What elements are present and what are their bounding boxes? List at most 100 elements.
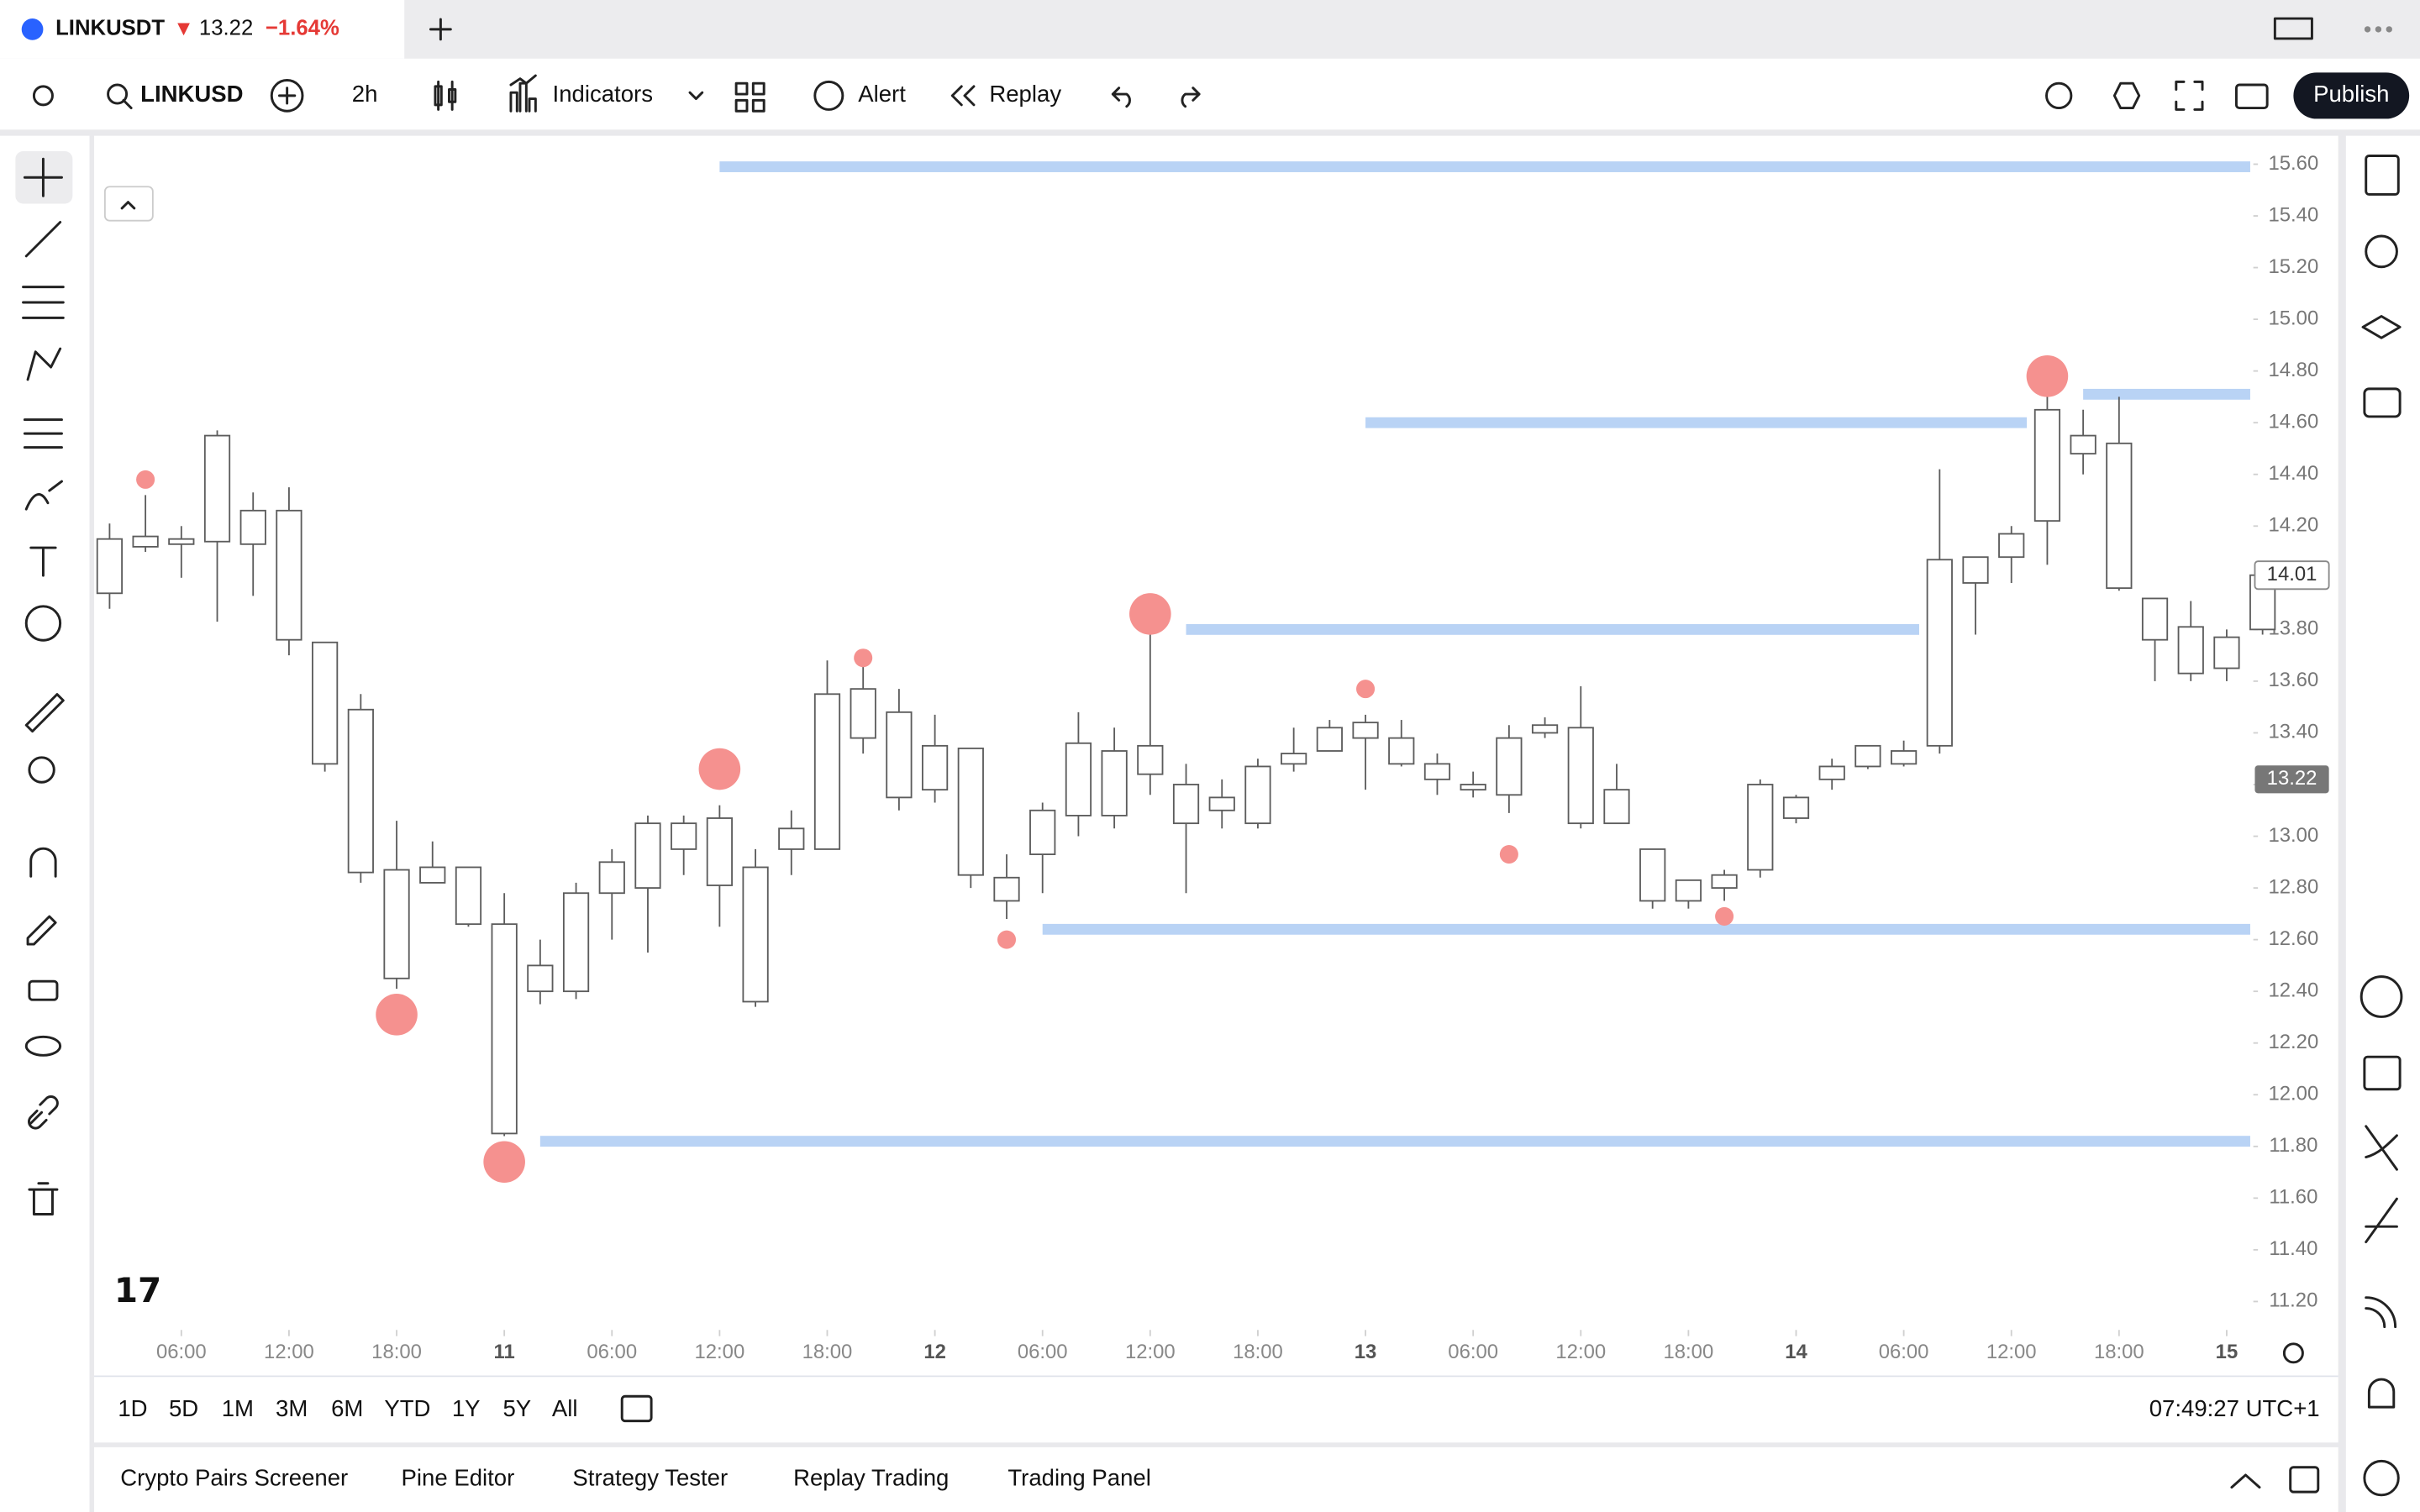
candle-body (347, 708, 374, 874)
candle-body (1531, 724, 1559, 734)
calendar[interactable] (2363, 1055, 2402, 1091)
signal-marker (483, 1141, 525, 1184)
y-tick-label: 13.00 (2269, 824, 2319, 847)
alerts[interactable] (2365, 234, 2398, 269)
snapshot[interactable] (2234, 83, 2269, 110)
candle-body (1854, 744, 1881, 768)
layers[interactable] (2361, 315, 2402, 339)
link-tool[interactable] (28, 1095, 59, 1130)
watchlist[interactable] (2365, 155, 2400, 196)
panel-tab[interactable]: Pine Editor (402, 1465, 515, 1491)
ideas[interactable] (2365, 1125, 2398, 1171)
candle-body (957, 747, 984, 876)
fullscreen[interactable] (2175, 80, 2204, 111)
lock-tool[interactable] (28, 979, 59, 1001)
panel-tab[interactable]: Strategy Tester (572, 1465, 728, 1491)
panel-tab[interactable]: Trading Panel (1007, 1465, 1151, 1491)
undo[interactable] (1111, 87, 1131, 108)
x-tick-label: 12:00 (1555, 1341, 1606, 1363)
pattern-tool[interactable] (26, 347, 62, 381)
magnet-tool[interactable] (29, 847, 57, 878)
y-tick-label: 14.60 (2269, 411, 2319, 433)
range-button[interactable]: 3M (276, 1395, 308, 1421)
help[interactable] (2363, 1459, 2400, 1497)
last-price-box (2254, 765, 2329, 794)
text-tool[interactable] (29, 546, 57, 577)
alert-button[interactable]: Alert (858, 81, 906, 107)
candle-body (886, 711, 913, 799)
signal-marker (136, 470, 155, 489)
range-button[interactable]: 1Y (452, 1395, 481, 1421)
alert-icon[interactable] (813, 80, 844, 111)
collapse-arrow (120, 201, 136, 210)
emoji-tool[interactable] (24, 605, 62, 642)
redo[interactable] (1181, 87, 1201, 108)
scripts[interactable] (2365, 1197, 2398, 1244)
replay-icon[interactable] (950, 85, 976, 107)
quick-search[interactable] (2045, 81, 2073, 110)
range-button[interactable]: 1M (222, 1395, 254, 1421)
templates-icon[interactable] (734, 81, 765, 113)
chats[interactable] (2363, 387, 2402, 418)
crosshair-price-box (2254, 560, 2330, 591)
panel-tab[interactable]: Replay Trading (793, 1465, 949, 1491)
candle-body (1639, 848, 1666, 902)
indicators-dropdown[interactable] (688, 91, 704, 101)
fib-tool[interactable] (22, 286, 65, 319)
tab-price: 13.22 (199, 17, 253, 40)
level-zone (539, 1136, 2250, 1147)
settings[interactable] (2112, 81, 2141, 110)
signal-marker (1129, 593, 1171, 635)
expand-panel[interactable] (2230, 1473, 2261, 1489)
search-icon[interactable] (107, 83, 129, 105)
crosshair-tool[interactable] (23, 157, 63, 197)
replay-button[interactable]: Replay (989, 81, 1061, 107)
indicators-button[interactable]: Indicators (553, 81, 653, 107)
range-button[interactable]: All (552, 1395, 578, 1421)
streams[interactable] (2365, 1296, 2397, 1329)
publish-button[interactable] (2293, 72, 2410, 119)
range-button[interactable]: YTD (384, 1395, 430, 1421)
interval[interactable]: 2h (352, 81, 378, 107)
right-sidebar (2345, 135, 2420, 1512)
y-tick-label: 11.80 (2269, 1134, 2317, 1157)
indicators-icon[interactable] (509, 74, 537, 113)
layout-icon[interactable] (2273, 17, 2313, 40)
zoom-tool[interactable] (28, 756, 55, 784)
notifications[interactable] (2367, 1378, 2396, 1409)
range-button[interactable]: 6M (331, 1395, 363, 1421)
candle-body (2213, 636, 2240, 669)
x-tick-label: 11 (494, 1341, 515, 1363)
ruler-tool[interactable] (24, 693, 65, 733)
axis-settings[interactable] (2282, 1342, 2304, 1364)
new-tab[interactable] (429, 18, 452, 41)
lock-draw-tool[interactable] (26, 915, 57, 946)
target[interactable] (2360, 975, 2403, 1018)
maximize-panel[interactable] (2289, 1466, 2320, 1494)
range-button[interactable]: 5Y (502, 1395, 531, 1421)
y-tick-label: 11.40 (2269, 1237, 2317, 1260)
candle-body (2177, 626, 2204, 675)
publish-label: Publish (2313, 81, 2389, 107)
visibility-tool[interactable] (24, 1035, 62, 1057)
chart-type-icon[interactable] (434, 80, 457, 111)
panel-tab[interactable]: Crypto Pairs Screener (120, 1465, 348, 1491)
range-button[interactable]: 1D (118, 1395, 147, 1421)
candle-body (993, 876, 1020, 902)
brush-tool[interactable] (24, 480, 63, 511)
projection-tool[interactable] (23, 418, 63, 449)
x-tick-label: 06:00 (1448, 1341, 1498, 1363)
delete-tool[interactable] (28, 1182, 59, 1215)
signal-marker (2026, 355, 2069, 397)
symbol-search[interactable]: LINKUSD (140, 81, 243, 107)
logo[interactable] (32, 85, 54, 107)
range-button[interactable]: 5D (169, 1395, 198, 1421)
goto-date[interactable] (620, 1394, 653, 1423)
trend-line-tool[interactable] (24, 221, 62, 258)
y-tick-label: 12.80 (2269, 875, 2319, 898)
tab[interactable] (0, 0, 405, 59)
candle-body (1998, 533, 2025, 559)
y-tick-label: 15.40 (2269, 203, 2319, 226)
compare-icon[interactable] (270, 79, 304, 113)
more-icon[interactable] (2364, 26, 2392, 33)
